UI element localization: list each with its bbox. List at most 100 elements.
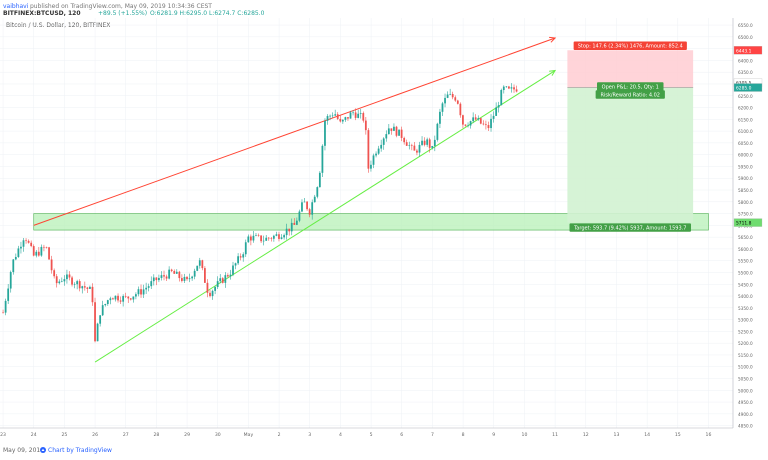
price-tick-label: 5200.0: [738, 341, 753, 346]
candle-body: [158, 277, 160, 281]
candle-body: [147, 286, 150, 288]
candle-body: [290, 222, 293, 232]
stop-label: Stop: 147.6 (2.34%) 1476, Amount: 852.4: [578, 44, 683, 50]
candle-body: [431, 145, 434, 148]
candle-body: [255, 235, 257, 236]
candle-body: [229, 274, 232, 277]
candle-body: [375, 153, 377, 156]
price-tick-label: 5850.0: [738, 188, 753, 193]
candle-body: [66, 274, 68, 280]
candle-body: [109, 298, 112, 301]
support-zone: [33, 213, 709, 231]
time-tick-label: 2: [278, 432, 281, 438]
candle-body: [106, 300, 109, 305]
price-tick-label: 5600.0: [738, 247, 753, 252]
candle-body: [165, 276, 168, 279]
candle-body: [285, 228, 288, 236]
candle-body: [490, 118, 492, 129]
candle-body: [364, 120, 367, 131]
time-tick-label: 4: [339, 432, 342, 438]
price-tick-label: 5550.0: [738, 259, 753, 264]
candle-body: [142, 289, 145, 295]
candle-body: [30, 242, 33, 247]
upper-channel-line-arrow: [549, 36, 557, 43]
candle-body: [377, 148, 380, 154]
time-tick-label: May: [244, 432, 254, 438]
candle-body: [482, 123, 485, 125]
header-ohlc: O:6281.9 H:6295.0 L:6274.7 C:6285.0: [150, 10, 265, 17]
candle-body: [55, 276, 58, 284]
time-tick-label: 3: [308, 432, 311, 438]
rr-label-bg: [595, 90, 665, 99]
price-tick-label: 6400.0: [738, 58, 753, 63]
candle-body: [390, 128, 393, 131]
candle-body: [500, 90, 503, 106]
candle-body: [270, 238, 273, 239]
candle-body: [76, 281, 79, 285]
position-tool[interactable]: Stop: 147.6 (2.34%) 1476, Amount: 852.4 O…: [567, 41, 694, 232]
candle-body: [112, 298, 114, 300]
time-tick-label: 11: [552, 432, 558, 438]
candle-body: [209, 292, 211, 297]
time-tick-label: 28: [153, 432, 159, 438]
candle-body: [324, 120, 326, 146]
time-axis-pane: [0, 428, 733, 442]
candle-body: [408, 145, 411, 146]
price-tick-label: 5300.0: [738, 318, 753, 323]
candle-body: [349, 112, 352, 119]
candle-body: [321, 145, 324, 173]
candle-body: [505, 86, 508, 88]
candle-body: [132, 296, 135, 300]
candle-body: [301, 202, 303, 212]
candle-body: [423, 140, 426, 145]
price-badge: [733, 83, 763, 92]
candle-body: [341, 119, 344, 122]
candle-body: [329, 115, 331, 117]
candle-body: [188, 278, 191, 280]
tradingview-logo-icon: [40, 447, 46, 453]
time-tick-label: 27: [123, 432, 129, 438]
candle-body: [405, 142, 408, 146]
candle-body: [186, 276, 188, 280]
candle-body: [428, 139, 431, 148]
footer-bar: [0, 442, 768, 456]
candle-body: [380, 144, 383, 149]
candle-body: [2, 312, 4, 314]
price-tick-label: 5450.0: [738, 282, 753, 287]
price-tick-label: 4850.0: [738, 424, 753, 429]
time-axis[interactable]: 23 24 25 26 27 28 29 30 May 2 3 4 5 6 7 8 9 10 11 12 13 14 15 1…: [0, 427, 733, 442]
candle-body: [318, 172, 321, 188]
header-delta: +89.5 (+1.55%): [98, 10, 147, 17]
candle-body: [175, 271, 178, 274]
candle-body: [81, 286, 84, 289]
candle-body: [472, 117, 475, 122]
candle-body: [462, 115, 464, 125]
candle-body: [63, 279, 66, 282]
candle-body: [191, 276, 194, 279]
price-tick-label: 6000.0: [738, 153, 753, 158]
candle-body: [459, 103, 462, 116]
candle-body: [25, 240, 27, 241]
price-tick-label: 6350.0: [738, 70, 753, 75]
time-tick-label: 23: [0, 432, 6, 438]
candle-body: [367, 130, 370, 169]
candle-body: [89, 286, 91, 289]
candle-body: [433, 139, 436, 146]
candle-body: [224, 275, 227, 283]
candle-body: [163, 275, 165, 277]
candle-body: [221, 278, 224, 283]
candle-body: [326, 116, 329, 121]
candle-body: [96, 323, 99, 342]
time-tick-label: 16: [706, 432, 712, 438]
time-tick-label: 6: [400, 432, 403, 438]
candle-body: [91, 286, 94, 303]
header-user[interactable]: vaibhavi: [3, 3, 29, 10]
candle-body: [485, 124, 487, 126]
candle-body: [451, 93, 454, 98]
candle-body: [421, 140, 423, 145]
candle-body: [515, 89, 518, 92]
candle-body: [37, 251, 40, 256]
candle-body: [382, 138, 385, 145]
price-tick-label: 4950.0: [738, 400, 753, 405]
price-tick-label: 4900.0: [738, 412, 753, 417]
